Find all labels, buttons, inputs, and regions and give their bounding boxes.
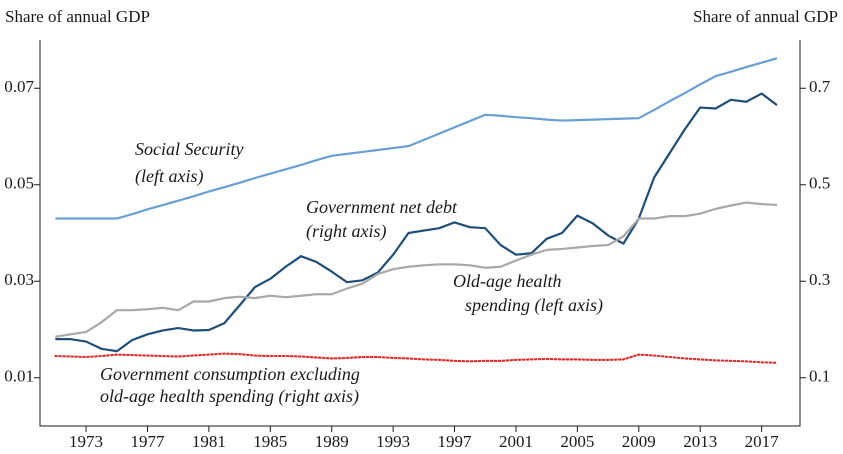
series-line	[54, 352, 779, 364]
y2-tick-label: 0.5	[809, 174, 830, 193]
x-tick-label: 2013	[683, 432, 717, 451]
y2-tick-label: 0.3	[809, 270, 830, 289]
annotation: old-age health spending (right axis)	[100, 386, 359, 407]
series-line	[55, 201, 778, 338]
annotation: (right axis)	[306, 221, 387, 242]
x-tick-label: 2001	[499, 432, 533, 451]
x-tick-label: 1973	[69, 432, 103, 451]
y-tick-label: 0.03	[4, 270, 34, 289]
x-tick-label: 1989	[315, 432, 349, 451]
annotation: Government consumption excluding	[100, 364, 360, 384]
x-tick-label: 1977	[130, 432, 165, 451]
y2-tick-label: 0.7	[809, 77, 831, 96]
plot-frame	[39, 40, 801, 427]
annotation: Social Security	[135, 139, 243, 159]
y-tick-label: 0.01	[4, 367, 34, 386]
y-tick-label: 0.07	[4, 77, 34, 96]
x-tick-label: 1993	[376, 432, 410, 451]
annotation: spending (left axis)	[465, 295, 603, 316]
x-tick-label: 2009	[622, 432, 656, 451]
x-tick-label: 2017	[745, 432, 780, 451]
x-tick-label: 1985	[253, 432, 287, 451]
y-axis-title: Share of annual GDP	[5, 7, 150, 26]
annotation: Government net debt	[306, 197, 458, 217]
x-tick-label: 1997	[438, 432, 473, 451]
annotation: Old-age health	[453, 271, 561, 291]
x-tick-label: 2005	[560, 432, 594, 451]
y2-tick-label: 0.1	[809, 367, 830, 386]
annotation: (left axis)	[135, 166, 203, 187]
y-tick-label: 0.05	[4, 174, 34, 193]
y2-axis-title: Share of annual GDP	[693, 7, 838, 26]
series-line	[55, 57, 778, 220]
series-line	[55, 92, 778, 353]
x-tick-label: 1981	[192, 432, 226, 451]
